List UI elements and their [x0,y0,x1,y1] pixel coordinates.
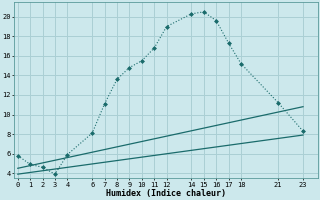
X-axis label: Humidex (Indice chaleur): Humidex (Indice chaleur) [106,189,226,198]
